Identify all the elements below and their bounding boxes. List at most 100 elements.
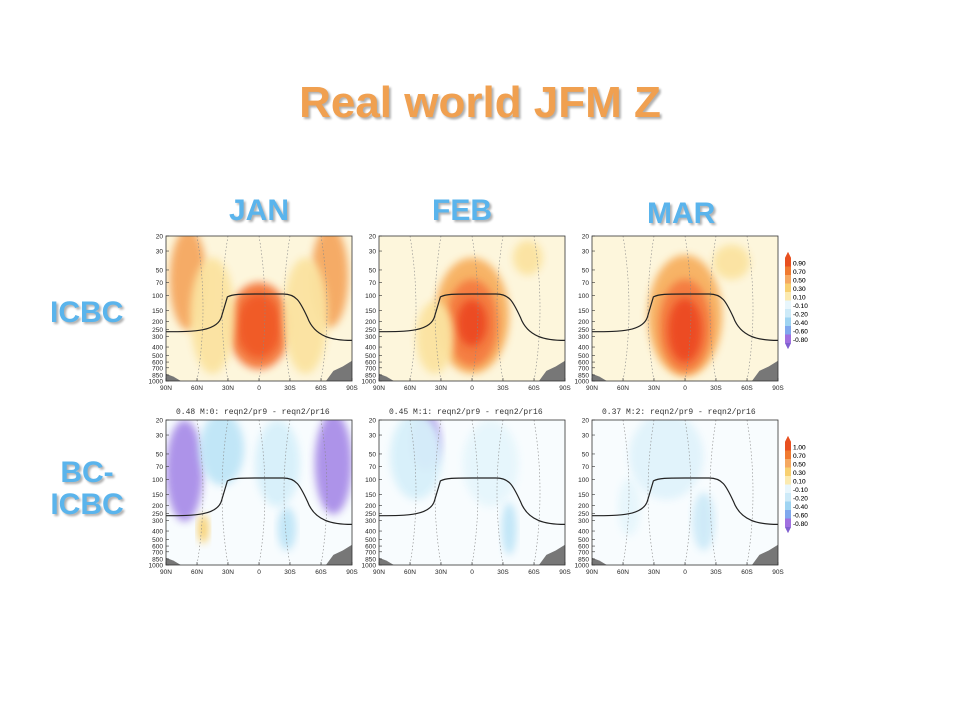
- y-tick-label: 70: [582, 464, 590, 471]
- topography: [325, 544, 352, 565]
- y-tick-label: 50: [156, 267, 164, 274]
- colorbar-label: 0.70: [793, 453, 806, 460]
- row-label-icbc-text: ICBC: [50, 296, 124, 329]
- colorbar-label: 0.10: [793, 295, 806, 302]
- panel-field: [166, 236, 352, 381]
- colorbar-swatch: [785, 467, 791, 476]
- y-tick-label: 400: [152, 345, 163, 352]
- y-tick-label: 500: [152, 353, 163, 360]
- colorbar-swatch: [785, 501, 791, 510]
- x-tick-label: 30S: [497, 385, 509, 392]
- x-tick-label: 90S: [559, 385, 571, 392]
- colorbar-label: -0.10: [793, 303, 808, 310]
- colorbar-icbc: 0.900.70 0.500.30 0.10-0.10 -0.20-0.40 -0.60…: [785, 252, 808, 349]
- colorbar-label: 0.90: [793, 261, 806, 268]
- colorbar-label: 0.70: [793, 453, 806, 460]
- y-tick-label: 70: [369, 464, 377, 471]
- y-tick-label: 300: [578, 334, 589, 341]
- y-tick-label: 150: [578, 492, 589, 499]
- tropopause-line: [592, 293, 778, 341]
- x-tick-label: 90N: [586, 385, 598, 392]
- y-tick-label: 500: [152, 537, 163, 544]
- topography: [166, 373, 181, 381]
- colorbar-label: -0.40: [793, 320, 808, 327]
- y-tick-label: 100: [578, 477, 589, 484]
- field-blob: [457, 299, 487, 347]
- panel-field: [379, 420, 565, 565]
- y-tick-label: 70: [156, 280, 164, 287]
- colorbar-swatch: [785, 442, 791, 451]
- y-tick-label: 300: [152, 334, 163, 341]
- colorbar-swatch: [785, 326, 791, 335]
- colorbar-swatch: [785, 258, 791, 267]
- x-tick-label: 30N: [648, 385, 660, 392]
- page-title: Real world JFM Z: [299, 78, 661, 127]
- field-blob: [277, 507, 297, 551]
- y-tick-label: 20: [582, 418, 590, 425]
- x-tick-label: 0: [257, 385, 261, 392]
- colorbar-label: -0.60: [793, 513, 808, 520]
- field-blob: [462, 420, 519, 507]
- y-tick-label: 400: [365, 345, 376, 352]
- y-tick-label: 300: [152, 518, 163, 525]
- x-tick-label: 0: [470, 385, 474, 392]
- y-tick-label: 850: [578, 372, 589, 379]
- y-tick-label: 250: [365, 511, 376, 518]
- x-tick-label: 30N: [435, 385, 447, 392]
- y-tick-label: 100: [365, 477, 376, 484]
- x-tick-label: 90N: [373, 569, 385, 576]
- tropopause-line: [379, 293, 565, 341]
- field-blob: [236, 294, 282, 358]
- colorbar-label: -0.10: [793, 487, 808, 494]
- x-tick-label: 0: [683, 569, 687, 576]
- x-tick-label: 60S: [528, 385, 540, 392]
- panel-subtitle: 0.45 M:1: reqn2/pr9 - reqn2/pr16: [389, 408, 543, 417]
- panel-field: [379, 236, 565, 381]
- field-blob: [199, 420, 245, 486]
- topography: [592, 373, 607, 381]
- colorbar-swatch: [785, 510, 791, 519]
- colorbar-swatch: [785, 493, 791, 502]
- y-tick-label: 20: [369, 418, 377, 425]
- y-tick-label: 250: [578, 327, 589, 334]
- y-tick-label: 1000: [362, 563, 377, 570]
- colorbar-label: -0.40: [793, 320, 808, 327]
- x-tick-label: 30N: [648, 569, 660, 576]
- colorbar-swatch: [785, 317, 791, 326]
- y-tick-label: 400: [578, 529, 589, 536]
- y-tick-label: 500: [578, 353, 589, 360]
- y-tick-label: 70: [369, 280, 377, 287]
- y-tick-label: 850: [365, 556, 376, 563]
- colorbar-label: -0.20: [793, 312, 808, 319]
- colorbar-swatch: [785, 266, 791, 275]
- y-tick-label: 500: [365, 353, 376, 360]
- y-tick-label: 200: [578, 503, 589, 510]
- x-tick-label: 90N: [373, 385, 385, 392]
- colorbar-label: -0.10: [793, 487, 808, 494]
- tropopause-line: [166, 477, 352, 525]
- colorbar-arrow-top: [785, 436, 791, 442]
- y-tick-label: 50: [582, 451, 590, 458]
- colorbar-swatch: [785, 300, 791, 309]
- colorbar-label: 0.50: [793, 278, 806, 285]
- y-tick-label: 70: [582, 280, 590, 287]
- row-label-icbc-line: ICBC: [50, 488, 124, 521]
- y-tick-label: 30: [369, 249, 377, 256]
- x-tick-label: 0: [257, 569, 261, 576]
- x-tick-label: 60N: [191, 385, 203, 392]
- x-tick-label: 60S: [741, 385, 753, 392]
- panel-subtitle: 0.37 M:2: reqn2/pr9 - reqn2/pr16: [602, 408, 756, 417]
- y-tick-label: 1000: [575, 379, 590, 386]
- panel-field: [592, 236, 778, 381]
- y-tick-label: 700: [578, 365, 589, 372]
- y-tick-label: 600: [152, 360, 163, 367]
- y-tick-label: 150: [152, 492, 163, 499]
- y-tick-label: 30: [369, 433, 377, 440]
- x-tick-label: 90S: [772, 569, 784, 576]
- chart-panel-bc-icbc-mar: 0.37 M:2: reqn2/pr9 - reqn2/pr16 20 30 50 70…: [575, 408, 785, 576]
- y-tick-label: 500: [578, 537, 589, 544]
- x-tick-label: 30N: [435, 569, 447, 576]
- y-tick-label: 200: [152, 503, 163, 510]
- x-tick-label: 30S: [497, 569, 509, 576]
